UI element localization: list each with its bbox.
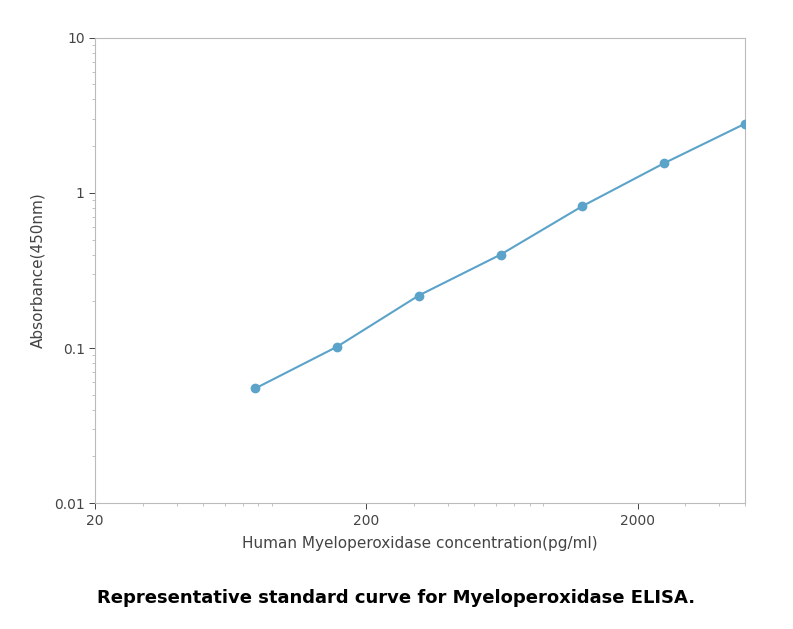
Y-axis label: Absorbance(450nm): Absorbance(450nm) <box>31 192 46 348</box>
Point <box>249 383 262 393</box>
Text: Representative standard curve for Myeloperoxidase ELISA.: Representative standard curve for Myelop… <box>98 589 695 606</box>
Point <box>412 291 425 301</box>
Point <box>739 118 752 128</box>
Point <box>657 159 670 169</box>
Point <box>494 250 507 260</box>
Point <box>331 342 343 352</box>
X-axis label: Human Myeloperoxidase concentration(pg/ml): Human Myeloperoxidase concentration(pg/m… <box>243 536 598 551</box>
Point <box>576 201 588 211</box>
